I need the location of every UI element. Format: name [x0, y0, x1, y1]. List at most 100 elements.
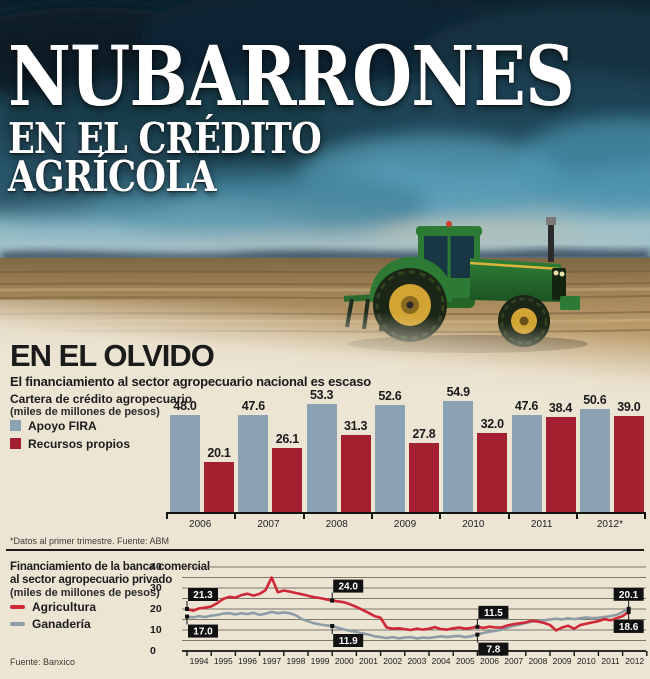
legend-apoyo-fira: Apoyo FIRA — [10, 418, 97, 433]
line-chart-units: (miles de millones de pesos) — [10, 587, 160, 599]
bar-value-label: 47.6 — [514, 399, 539, 414]
bar-axis-tick — [507, 512, 510, 519]
section1-title: EN EL OLVIDO — [10, 338, 215, 373]
callout-value: 17.0 — [193, 627, 213, 638]
callout-box — [333, 634, 364, 648]
callout-value: 11.9 — [339, 636, 358, 647]
y-tick-label: 0 — [150, 645, 156, 657]
bar-value-label: 47.6 — [241, 399, 265, 414]
data-point-marker — [330, 624, 335, 629]
y-tick-label: 40 — [150, 561, 162, 573]
callout-value: 20.1 — [619, 590, 639, 601]
series-line-Ganadería — [185, 607, 630, 640]
bar-value-label: 27.8 — [412, 427, 436, 442]
bar-chart: 48.0 20.1 2006 47.6 26.1 2007 53.3 31.3 2008 52.6… — [166, 385, 650, 535]
x-axis-label: 1996 — [238, 656, 257, 666]
recursos-propios-swatch — [10, 438, 21, 449]
apoyo-fira-label: Apoyo FIRA — [28, 418, 97, 433]
photo-fade — [0, 300, 650, 400]
bar-2010-Recursos propios — [477, 432, 508, 512]
data-point-marker — [626, 606, 631, 611]
bar-2012*-Recursos propios — [613, 415, 644, 512]
data-point-marker — [185, 607, 189, 611]
x-axis-label: 2007 — [504, 656, 523, 666]
bar-2006-Recursos propios — [204, 462, 234, 512]
bar-value-label: 39.0 — [617, 399, 641, 414]
callout-box — [333, 579, 364, 593]
callout-box — [613, 619, 644, 633]
x-axis-label: 2004 — [432, 656, 451, 666]
bar-category-label: 2006 — [189, 519, 212, 530]
x-axis-label: 2010 — [577, 656, 596, 666]
bar-value-label: 26.1 — [275, 431, 299, 446]
line-chart-title-1: Financiamiento de la banca comercial — [10, 561, 210, 573]
bar-2008-Recursos propios — [340, 434, 371, 512]
bar-value-label: 48.0 — [173, 398, 197, 413]
bar-2011-Apoyo FIRA — [511, 415, 542, 512]
bar-2012*-Apoyo FIRA — [579, 409, 610, 512]
bar-2010-Apoyo FIRA — [443, 400, 474, 512]
headline-line-2: EN EL CRÉDITO — [8, 114, 322, 163]
line-chart-source: Fuente: Banxico — [10, 657, 76, 667]
x-axis-label: 2001 — [359, 656, 378, 666]
x-axis-label: 1999 — [311, 656, 330, 666]
apoyo-fira-swatch — [10, 420, 21, 431]
bar-2009-Apoyo FIRA — [374, 405, 405, 512]
beacon-light — [446, 221, 452, 227]
x-axis-label: 2000 — [335, 656, 354, 666]
callout-value: 24.0 — [338, 582, 358, 593]
callout-box — [613, 587, 644, 601]
x-axis-label: 2003 — [407, 656, 426, 666]
bar-axis-tick — [370, 512, 373, 519]
x-axis-label: 2009 — [553, 656, 572, 666]
cloud-layer — [0, 0, 650, 261]
bar-axis-tick — [234, 512, 237, 519]
storm-field-photo — [0, 0, 650, 400]
x-axis-label: 2002 — [383, 656, 402, 666]
bar-axis-tick — [439, 512, 442, 519]
bar-chart-units: (miles de millones de pesos) — [10, 406, 160, 418]
bar-value-label: 53.3 — [310, 387, 334, 402]
bar-value-label: 31.3 — [344, 418, 368, 433]
x-axis-label: 2005 — [456, 656, 475, 666]
data-point-marker — [185, 614, 189, 619]
callout-box — [188, 588, 218, 601]
legend-recursos-propios: Recursos propios — [10, 437, 130, 451]
y-tick-label: 20 — [150, 603, 162, 615]
bar-axis-tick — [644, 512, 647, 519]
bar-value-label: 32.0 — [480, 416, 504, 431]
bar-value-label: 20.1 — [207, 446, 231, 461]
bar-value-label: 38.4 — [548, 401, 573, 416]
data-point-marker — [330, 598, 335, 603]
bar-axis-tick — [166, 512, 168, 519]
bar-2009-Recursos propios — [408, 443, 439, 512]
headline-line-3: AGRÍCOLA — [8, 152, 216, 201]
callout-box — [478, 642, 509, 656]
x-axis-label: 2011 — [601, 656, 620, 666]
callout-box — [188, 624, 218, 638]
x-axis-label: 1998 — [286, 656, 305, 666]
bar-category-label: 2009 — [393, 519, 417, 530]
line-chart-title-2: al sector agropecuario privado — [10, 574, 173, 586]
bar-2006-Apoyo FIRA — [170, 414, 200, 512]
ganaderia-label: Ganadería — [32, 616, 91, 631]
data-point-marker — [475, 632, 480, 637]
bar-category-label: 2012* — [596, 519, 624, 530]
bar-category-label: 2007 — [257, 519, 280, 530]
bar-category-label: 2010 — [462, 519, 485, 530]
x-axis-label: 2012 — [625, 656, 644, 666]
bar-chart-axis — [166, 512, 647, 514]
x-axis-label: 1997 — [262, 656, 281, 666]
callout-box — [478, 605, 509, 619]
bar-value-label: 54.9 — [446, 384, 470, 399]
ganaderia-swatch — [10, 621, 25, 626]
line-chart: 1994 1995 1996 1997 1998 1999 2000 2001 2002 2003… — [182, 566, 648, 666]
bar-axis-tick — [302, 512, 305, 519]
bar-2008-Apoyo FIRA — [306, 403, 337, 512]
series-line-Agricultura — [185, 576, 630, 632]
headline-line-1: NUBARRONES — [8, 29, 575, 125]
bar-value-label: 52.6 — [378, 389, 402, 404]
x-axis-label: 2008 — [528, 656, 547, 666]
agricultura-label: Agricultura — [32, 599, 97, 614]
